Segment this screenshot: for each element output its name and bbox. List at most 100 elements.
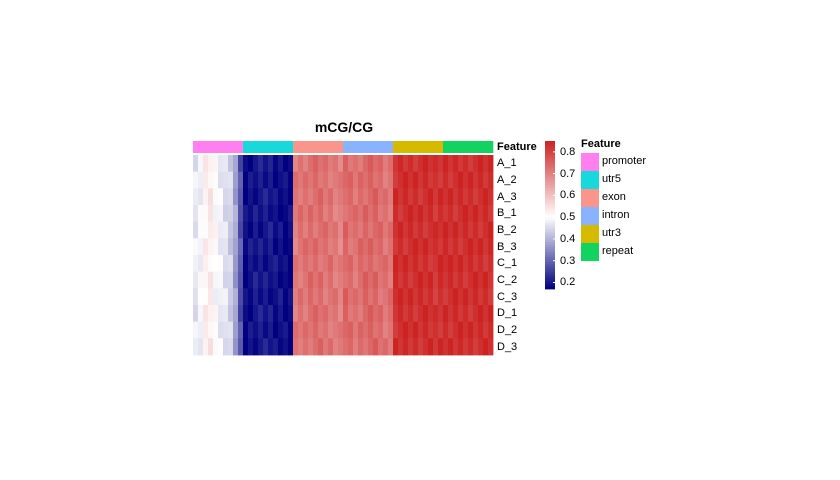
- heatmap-cell: [463, 321, 469, 339]
- heatmap-cell: [448, 188, 454, 206]
- heatmap-cell: [403, 155, 409, 173]
- heatmap-cell: [208, 238, 214, 256]
- heatmap-cell: [278, 238, 284, 256]
- heatmap-cell: [238, 338, 244, 356]
- heatmap-cell: [268, 188, 274, 206]
- heatmap-cell: [293, 171, 299, 189]
- heatmap-cell: [248, 221, 254, 239]
- heatmap-cell: [353, 171, 359, 189]
- heatmap-cell: [473, 155, 479, 173]
- heatmap-cell: [293, 338, 299, 356]
- legend-swatch: [581, 171, 599, 189]
- heatmap-cell: [378, 188, 384, 206]
- heatmap-cell: [218, 238, 224, 256]
- heatmap-cell: [363, 305, 369, 323]
- colorbar-step: [545, 195, 555, 199]
- heatmap-cell: [303, 305, 309, 323]
- heatmap-cell: [463, 221, 469, 239]
- heatmap-cell: [228, 171, 234, 189]
- heatmap-cell: [448, 221, 454, 239]
- heatmap-cell: [313, 171, 319, 189]
- heatmap-cell: [328, 205, 334, 223]
- annotation-segment-promoter: [193, 141, 244, 153]
- heatmap-cell: [463, 288, 469, 306]
- heatmap-cell: [338, 221, 344, 239]
- heatmap-cell: [483, 205, 489, 223]
- heatmap-cell: [273, 271, 279, 289]
- heatmap-cell: [198, 155, 204, 173]
- heatmap-cell: [368, 155, 374, 173]
- heatmap-cell: [233, 288, 239, 306]
- heatmap-cell: [273, 255, 279, 273]
- heatmap-cell: [308, 288, 314, 306]
- heatmap-cell: [443, 205, 449, 223]
- heatmap-cell: [443, 271, 449, 289]
- legend-label: intron: [602, 209, 630, 221]
- heatmap-cell: [313, 188, 319, 206]
- heatmap-cell: [398, 338, 404, 356]
- heatmap-cell: [398, 238, 404, 256]
- heatmap-cell: [258, 205, 264, 223]
- heatmap-cell: [343, 188, 349, 206]
- heatmap-cell: [293, 238, 299, 256]
- heatmap-cell: [218, 338, 224, 356]
- heatmap-cell: [298, 255, 304, 273]
- heatmap-cell: [473, 221, 479, 239]
- heatmap-cell: [323, 288, 329, 306]
- heatmap-cell: [203, 255, 209, 273]
- heatmap-cell: [388, 238, 394, 256]
- colorbar-tick-label: 0.7: [560, 167, 576, 180]
- heatmap-cell: [233, 205, 239, 223]
- heatmap-cell: [298, 338, 304, 356]
- heatmap-cell: [403, 238, 409, 256]
- heatmap-cell: [368, 271, 374, 289]
- heatmap-cell: [448, 255, 454, 273]
- colorbar-step: [545, 143, 555, 147]
- heatmap-cell: [228, 305, 234, 323]
- heatmap-cell: [398, 288, 404, 306]
- heatmap-cell: [468, 321, 474, 339]
- heatmap-cell: [268, 171, 274, 189]
- heatmap-cell: [308, 271, 314, 289]
- heatmap-cell: [223, 305, 229, 323]
- heatmap-cell: [423, 205, 429, 223]
- row-label: B_2: [497, 224, 517, 236]
- heatmap-cell: [208, 305, 214, 323]
- heatmap-cell: [198, 338, 204, 356]
- colorbar-step: [545, 256, 555, 260]
- heatmap-cell: [348, 288, 354, 306]
- heatmap-cell: [398, 171, 404, 189]
- heatmap-cell: [233, 321, 239, 339]
- heatmap-cell: [423, 271, 429, 289]
- heatmap-cell: [243, 188, 249, 206]
- heatmap-cell: [283, 271, 289, 289]
- heatmap-cell: [328, 255, 334, 273]
- heatmap-cell: [208, 321, 214, 339]
- heatmap-cell: [228, 338, 234, 356]
- heatmap-cell: [378, 238, 384, 256]
- heatmap-cell: [283, 155, 289, 173]
- heatmap-cell: [383, 221, 389, 239]
- heatmap-cell: [353, 305, 359, 323]
- heatmap-cell: [268, 238, 274, 256]
- heatmap-cell: [418, 321, 424, 339]
- heatmap-cell: [228, 288, 234, 306]
- heatmap-cell: [363, 255, 369, 273]
- heatmap-cell: [253, 288, 259, 306]
- colorbar-step: [545, 170, 555, 174]
- heatmap-cell: [338, 238, 344, 256]
- heatmap-cell: [253, 321, 259, 339]
- heatmap-cell: [338, 255, 344, 273]
- heatmap-cell: [228, 238, 234, 256]
- heatmap-cell: [298, 238, 304, 256]
- heatmap-cell: [203, 155, 209, 173]
- heatmap-cell: [228, 188, 234, 206]
- heatmap-cell: [358, 238, 364, 256]
- heatmap-cell: [323, 171, 329, 189]
- heatmap-cell: [288, 255, 294, 273]
- heatmap-cell: [373, 321, 379, 339]
- heatmap-cell: [468, 305, 474, 323]
- heatmap-cell: [238, 321, 244, 339]
- heatmap-cell: [263, 205, 269, 223]
- heatmap-cell: [318, 338, 324, 356]
